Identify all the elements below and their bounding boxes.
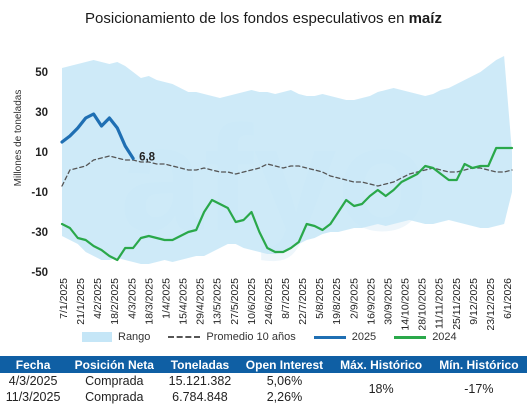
x-tick-label: 18/2/2025 [109, 278, 121, 325]
y-axis-label: Millones de toneladas [13, 90, 24, 187]
x-tick-label: 4/3/2025 [126, 278, 138, 319]
col-header-min-historico: Mín. Histórico [430, 356, 527, 373]
legend: Rango Promedio 10 años 2025 2024 [82, 328, 475, 346]
col-header-fecha: Fecha [0, 356, 67, 373]
table-header-row: Fecha Posición Neta Toneladas Open Inter… [0, 356, 527, 373]
series-line-2025 [60, 112, 135, 160]
legend-item-avg: Promedio 10 años [168, 331, 296, 343]
cell-min-historico: -17% [464, 382, 494, 396]
cell-posicion: Comprada [85, 374, 144, 388]
range-band [62, 56, 512, 264]
series-line-2024 [60, 146, 514, 262]
x-tick-label: 22/7/2025 [297, 278, 309, 325]
y-tick-label: 30 [35, 107, 48, 119]
table-row: 4/3/2025 Comprada 15.121.382 5,06% 18% -… [0, 373, 527, 396]
legend-item-range: Rango [82, 331, 150, 343]
x-tick-label: 10/6/2025 [246, 278, 258, 325]
x-tick-label: 21/1/2025 [75, 278, 87, 325]
x-tick-label: 9/12/2025 [468, 278, 480, 325]
x-tick-label: 15/4/2025 [178, 278, 190, 325]
x-tick-label: 6/1/2026 [502, 278, 514, 319]
y-tick-label: 50 [35, 67, 48, 79]
x-tick-label: 30/9/2025 [383, 278, 395, 325]
y-tick-label: 10 [35, 147, 48, 159]
col-header-posicion: Posición Neta [66, 356, 163, 373]
cell-open-interest: 5,06% [266, 374, 303, 388]
series-line-promedio-10-a-os [61, 155, 513, 187]
cell-open-interest: 2,26% [266, 390, 303, 404]
x-tick-label: 29/4/2025 [195, 278, 207, 325]
x-tick-label: 14/10/2025 [400, 278, 412, 330]
x-tick-label: 27/5/2025 [229, 278, 241, 325]
cell-toneladas: 15.121.382 [168, 374, 232, 388]
chart-svg: afyo 503010-10-30-506,87/1/202521/1/2025… [13, 56, 514, 330]
table-row: 11/3/2025 Comprada 6.784.848 2,26% [0, 389, 527, 405]
cell-posicion: Comprada [85, 390, 144, 404]
legend-label-2024: 2024 [432, 331, 457, 343]
x-tick-label: 25/11/2025 [451, 278, 463, 330]
x-tick-label: 5/8/2025 [314, 278, 326, 319]
legend-item-2025: 2025 [313, 331, 377, 343]
col-header-open-interest: Open Interest [237, 356, 332, 373]
legend-swatch-2024 [394, 335, 427, 339]
legend-label-2025: 2025 [351, 331, 377, 343]
x-tick-label: 13/5/2025 [212, 278, 224, 325]
legend-swatch-avg [168, 336, 201, 338]
y-tick-label: -50 [31, 267, 48, 279]
chart-title: Posicionamiento de los fondos especulati… [0, 10, 527, 27]
x-tick-label: 19/8/2025 [331, 278, 343, 325]
cell-max-historico: 18% [368, 382, 394, 396]
legend-swatch-range [82, 332, 112, 342]
x-tick-label: 16/9/2025 [365, 278, 377, 325]
x-tick-label: 4/2/2025 [92, 278, 104, 319]
x-tick-label: 1/4/2025 [161, 278, 173, 319]
chart-title-text: Posicionamiento de los fondos especulati… [85, 10, 409, 27]
legend-label-range: Rango [118, 331, 151, 343]
data-label-2025-last: 6,8 [139, 151, 156, 163]
legend-swatch-2025 [313, 335, 346, 339]
col-header-toneladas: Toneladas [162, 356, 238, 373]
cell-fecha: 4/3/2025 [8, 374, 58, 388]
x-tick-label: 7/1/2025 [58, 278, 70, 319]
x-tick-label: 8/7/2025 [280, 278, 292, 319]
x-tick-label: 24/6/2025 [263, 278, 275, 325]
x-tick-label: 2/9/2025 [348, 278, 360, 319]
y-tick-label: -30 [31, 227, 48, 239]
chart-title-bold: maíz [408, 10, 442, 27]
x-tick-label: 11/11/2025 [434, 278, 446, 329]
y-tick-label: -10 [31, 187, 48, 199]
legend-item-2024: 2024 [394, 331, 457, 343]
col-header-max-historico: Máx. Histórico [331, 356, 431, 373]
x-tick-label: 18/3/2025 [143, 278, 155, 325]
cell-fecha: 11/3/2025 [5, 390, 61, 404]
x-tick-label: 28/10/2025 [417, 278, 429, 330]
positions-table: Fecha Posición Neta Toneladas Open Inter… [0, 356, 527, 405]
x-tick-label: 23/12/2025 [485, 278, 497, 330]
legend-label-avg: Promedio 10 años [206, 331, 296, 343]
cell-toneladas: 6.784.848 [172, 390, 228, 404]
